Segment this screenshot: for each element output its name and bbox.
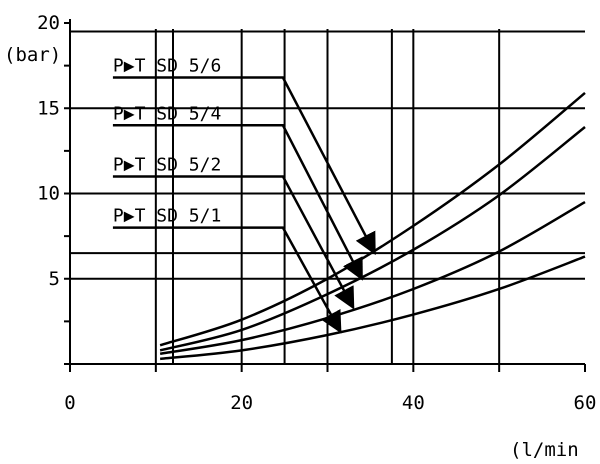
x-tick-label: 60 [574,392,597,414]
y-tick-label: 5 [49,268,60,290]
legend-label: P▶T SD 5/4 [113,103,221,124]
legend-leader-arrow [112,226,342,334]
axes [64,19,586,372]
tick-labels: 0 20 40 60 5 10 15 20 [37,12,596,414]
x-axis-label: (l/min [510,439,579,461]
legend-label: P▶T SD 5/1 [113,206,221,227]
series-curve [159,91,586,347]
legend-label: P▶T SD 5/6 [113,56,221,77]
legend-label: P▶T SD 5/2 [113,154,221,175]
series-curve [159,126,586,352]
series-lines [159,91,586,361]
legend-leader-arrow [112,76,376,256]
x-tick-label: 20 [230,392,253,414]
series-curve [159,255,586,361]
grid-lines [70,29,585,364]
legend-labels: P▶T SD 5/6 P▶T SD 5/4 P▶T SD 5/2 P▶T SD 5/1 [112,56,376,334]
y-tick-label: 20 [37,12,60,34]
x-tick-label: 0 [64,392,75,414]
y-tick-label: 10 [37,183,60,205]
series-curve [159,200,586,356]
x-tick-label: 40 [402,392,425,414]
y-axis-label: (bar) [4,44,61,66]
y-tick-label: 15 [37,97,60,119]
legend-leader-arrow [112,175,355,310]
legend-leader-arrow [112,124,363,281]
